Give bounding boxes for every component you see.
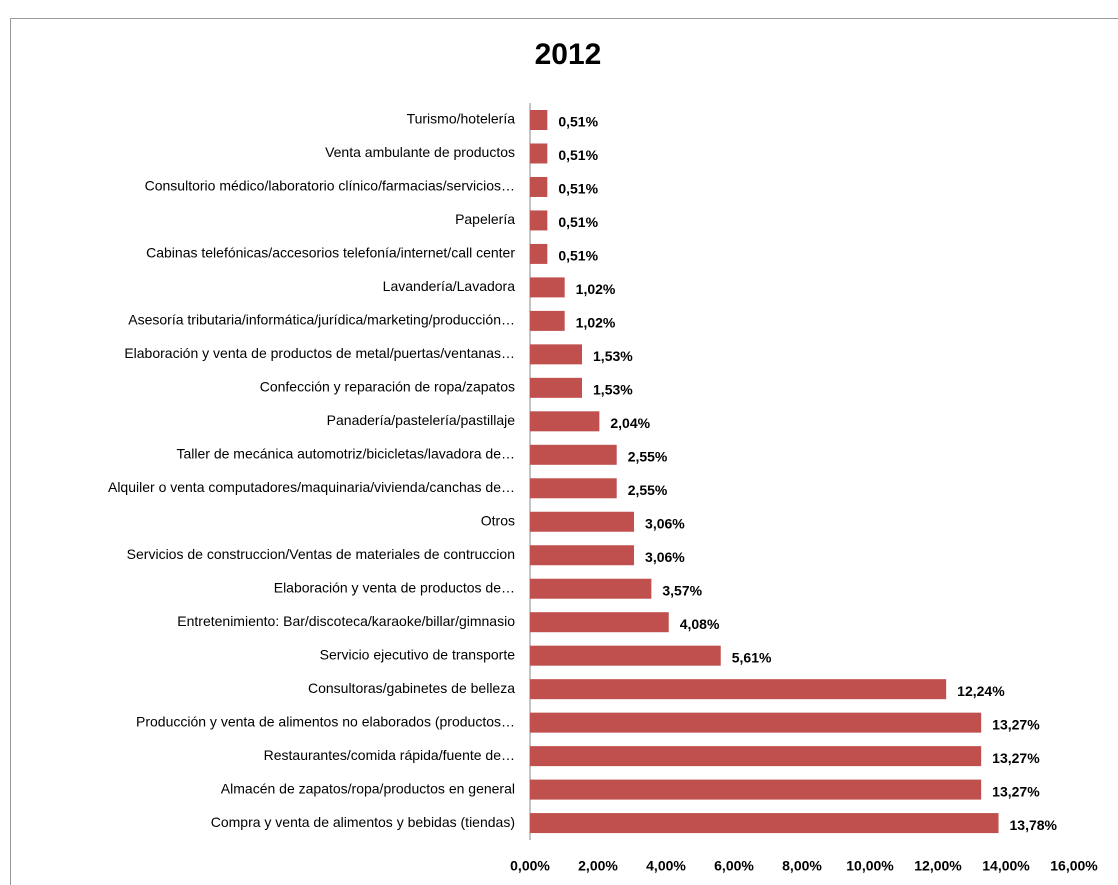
x-tick-label: 2,00%	[578, 858, 618, 874]
x-tick-label: 12,00%	[914, 858, 962, 874]
x-tick-label: 8,00%	[782, 858, 822, 874]
bar	[530, 411, 600, 432]
x-tick-label: 4,00%	[646, 858, 686, 874]
x-tick-label: 10,00%	[846, 858, 894, 874]
data-label: 0,51%	[558, 114, 598, 130]
data-label: 4,08%	[680, 616, 720, 632]
data-label: 1,02%	[576, 315, 616, 331]
bar	[530, 712, 982, 733]
data-label: 1,53%	[593, 348, 633, 364]
bar	[530, 210, 548, 231]
data-label: 5,61%	[732, 649, 772, 665]
bar	[530, 545, 635, 566]
chart-title: 2012	[535, 38, 602, 71]
x-tick-label: 14,00%	[982, 858, 1030, 874]
y-tick-label: Otros	[481, 512, 515, 528]
bar	[530, 645, 721, 666]
y-tick-label: Consultoras/gabinetes de belleza	[308, 680, 515, 696]
x-tick-label: 16,00%	[1050, 858, 1098, 874]
y-tick-label: Elaboración y venta de productos de meta…	[124, 345, 515, 361]
bar	[530, 277, 565, 298]
bar	[530, 176, 548, 197]
y-tick-label: Asesoría tributaria/informática/jurídica…	[128, 312, 515, 328]
bar	[530, 243, 548, 264]
y-tick-label: Consultorio médico/laboratorio clínico/f…	[145, 178, 515, 194]
data-label: 3,06%	[645, 549, 685, 565]
y-tick-label: Elaboración y venta de productos de…	[274, 579, 515, 595]
data-label: 3,57%	[662, 582, 702, 598]
data-label: 0,51%	[558, 248, 598, 264]
y-tick-label: Servicios de construccion/Ventas de mate…	[127, 546, 515, 562]
bar	[530, 612, 669, 633]
data-label: 1,53%	[593, 382, 633, 398]
data-label: 13,78%	[1010, 817, 1058, 833]
bar	[530, 578, 652, 599]
data-label: 12,24%	[957, 683, 1005, 699]
y-tick-label: Lavandería/Lavadora	[383, 278, 516, 294]
data-label: 2,55%	[628, 482, 668, 498]
data-label: 13,27%	[992, 750, 1040, 766]
y-tick-label: Producción y venta de alimentos no elabo…	[136, 713, 515, 729]
data-label: 3,06%	[645, 515, 685, 531]
bar	[530, 143, 548, 164]
y-tick-label: Venta ambulante de productos	[325, 144, 515, 160]
y-tick-label: Servicio ejecutivo de transporte	[320, 646, 516, 662]
y-tick-label: Alquiler o venta computadores/maquinaria…	[108, 479, 515, 495]
y-tick-label: Papelería	[455, 211, 515, 227]
data-label: 13,27%	[992, 783, 1040, 799]
data-label: 1,02%	[576, 281, 616, 297]
y-tick-label: Panadería/pastelería/pastillaje	[327, 412, 516, 428]
bar	[530, 478, 617, 499]
data-label: 13,27%	[992, 716, 1040, 732]
data-label: 0,51%	[558, 181, 598, 197]
bar	[530, 746, 982, 767]
y-tick-label: Almacén de zapatos/ropa/productos en gen…	[221, 780, 515, 796]
bar	[530, 377, 583, 398]
bar	[530, 779, 982, 800]
y-tick-label: Compra y venta de alimentos y bebidas (t…	[211, 814, 515, 830]
y-tick-label: Turismo/hotelería	[407, 111, 516, 127]
y-tick-label: Entretenimiento: Bar/discoteca/karaoke/b…	[177, 613, 515, 629]
y-tick-label: Cabinas telefónicas/accesorios telefonía…	[146, 245, 515, 261]
data-label: 2,55%	[628, 449, 668, 465]
bar	[530, 813, 999, 834]
x-tick-label: 6,00%	[714, 858, 754, 874]
bar	[530, 444, 617, 465]
y-tick-label: Confección y reparación de ropa/zapatos	[260, 379, 515, 395]
bar	[530, 511, 635, 532]
data-label: 0,51%	[558, 214, 598, 230]
bar	[530, 344, 583, 365]
data-label: 2,04%	[610, 415, 650, 431]
data-label: 0,51%	[558, 147, 598, 163]
bar	[530, 110, 548, 130]
bar	[530, 679, 947, 700]
bar	[530, 310, 565, 331]
x-tick-label: 0,00%	[510, 858, 550, 874]
y-tick-label: Taller de mecánica automotriz/bicicletas…	[177, 446, 516, 462]
y-tick-label: Restaurantes/comida rápida/fuente de…	[264, 747, 515, 763]
